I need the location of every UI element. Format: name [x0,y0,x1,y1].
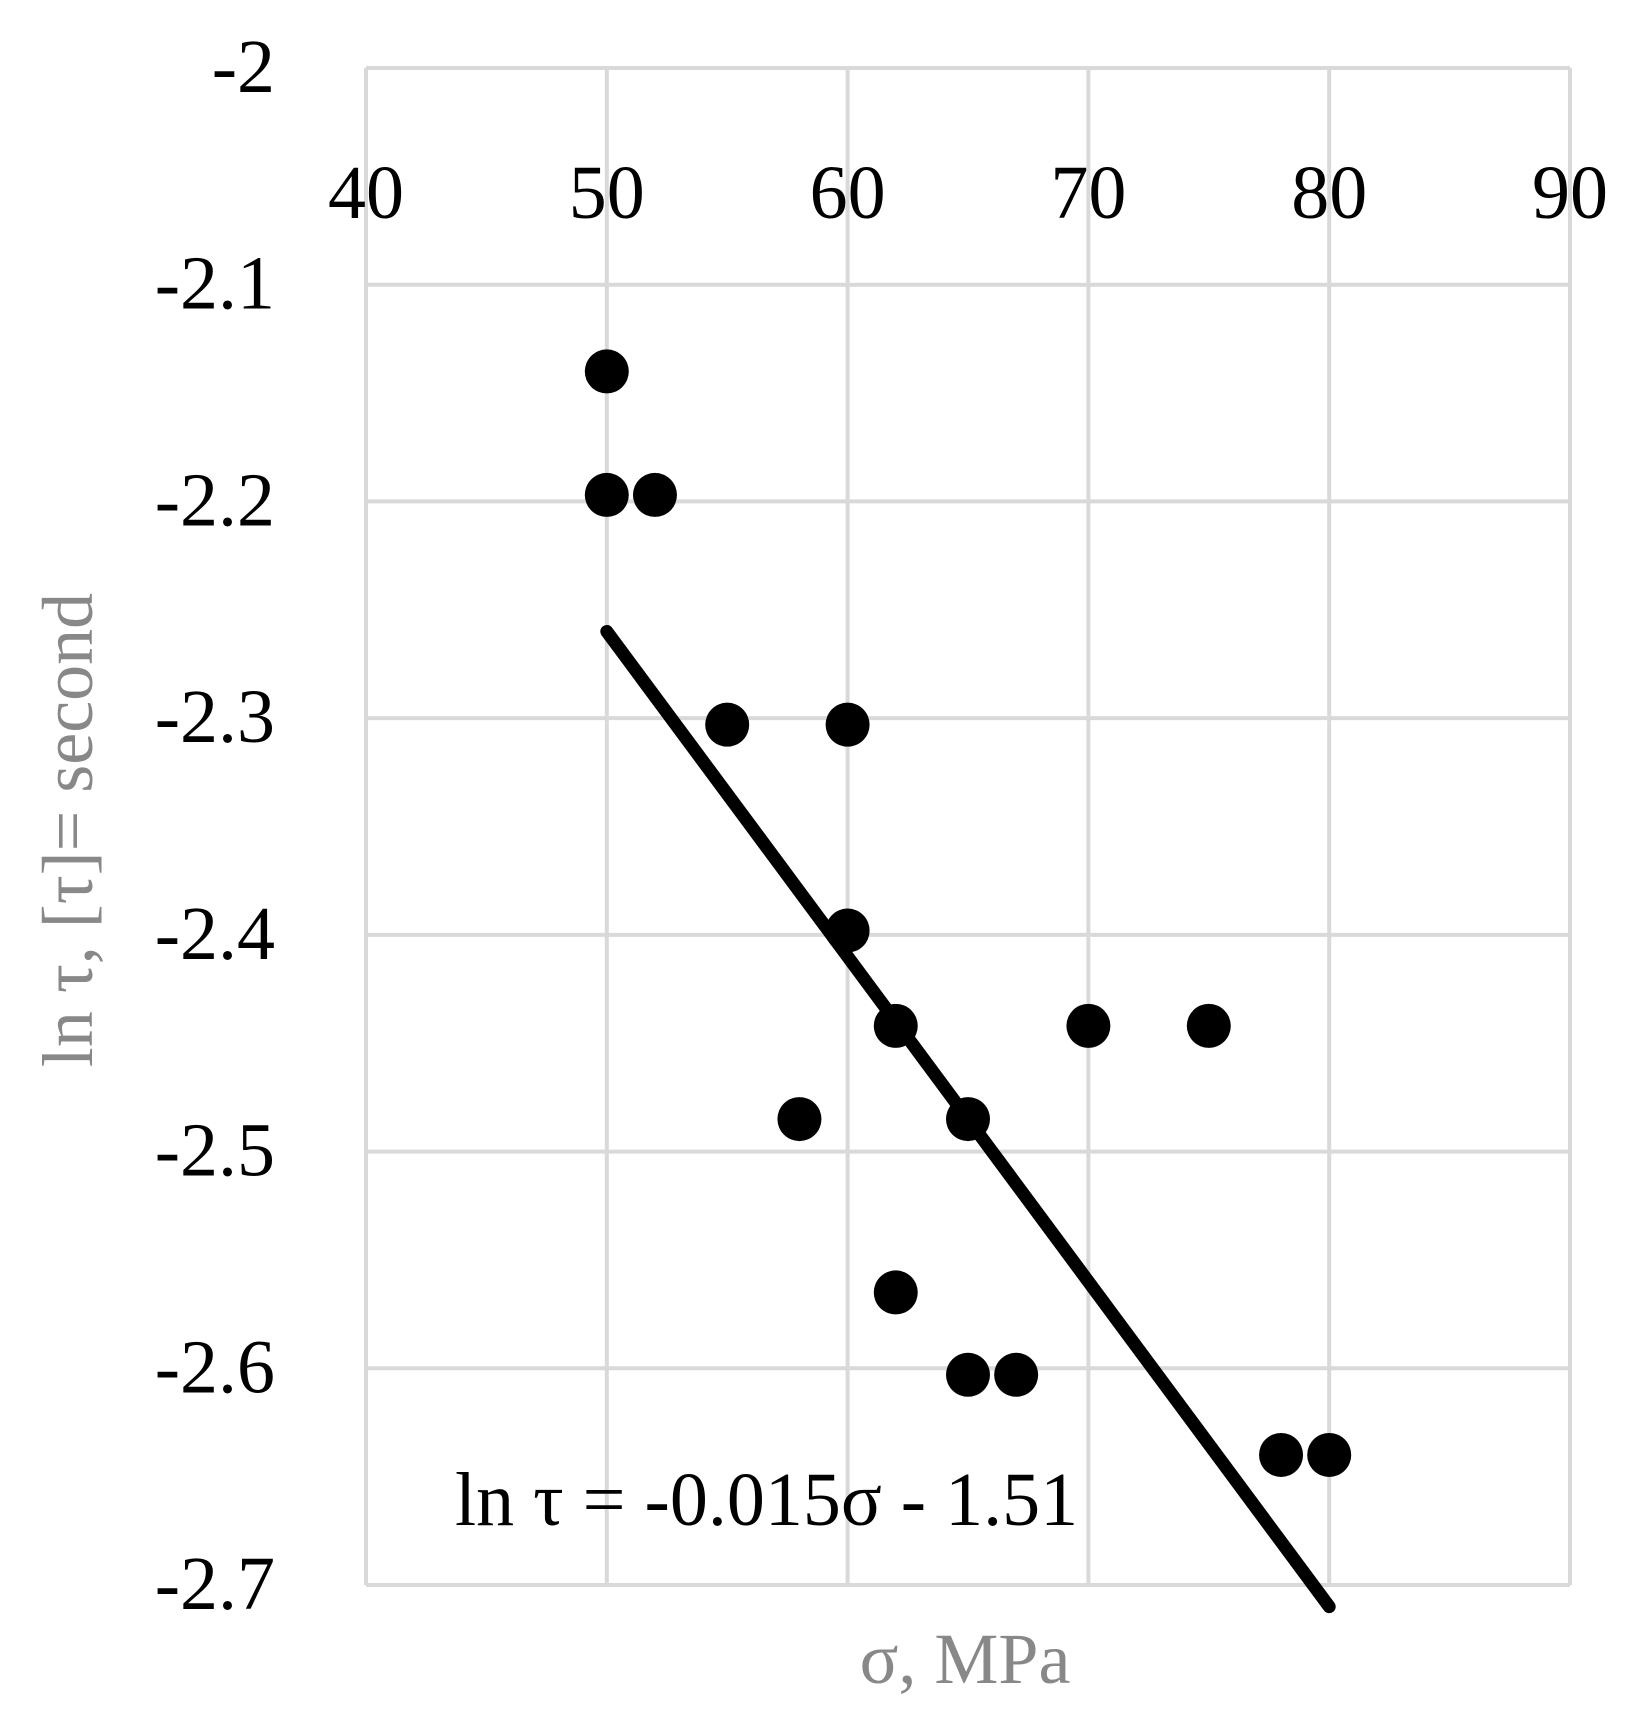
x-tick-label: 40 [328,151,404,235]
data-points [584,349,1352,1477]
y-tick-label: -2 [212,25,275,109]
data-point [825,908,870,953]
data-point [1259,1432,1304,1477]
data-point [584,472,629,517]
trendline-equation: ln τ = -0.015σ - 1.51 [455,1458,1078,1542]
x-axis-title: σ, MPa [860,1619,1071,1699]
data-point [632,472,677,517]
data-point [825,702,870,747]
data-point [1066,1003,1111,1048]
x-tick-label: 80 [1291,151,1367,235]
y-tick-label: -2.4 [155,892,275,976]
y-tick-label: -2.6 [155,1325,275,1409]
data-point [873,1003,918,1048]
y-axis-title: ln τ, [τ]= second [28,593,108,1067]
y-tick-label: -2.1 [155,242,275,326]
x-tick-label: 50 [569,151,645,235]
x-tick-label: 90 [1532,151,1608,235]
x-tick-label: 60 [810,151,886,235]
data-point [705,702,750,747]
y-tick-labels: -2 -2.1 -2.2 -2.3 -2.4 -2.5 -2.6 -2.7 [155,25,275,1626]
data-point [994,1352,1039,1397]
data-point [946,1352,990,1397]
y-tick-label: -2.2 [155,458,275,542]
x-tick-labels: 40 50 60 70 80 90 [328,151,1608,235]
y-tick-label: -2.7 [155,1542,275,1626]
data-point [1186,1003,1231,1048]
data-point [873,1270,918,1315]
data-point [1307,1432,1352,1477]
y-tick-label: -2.3 [155,675,275,759]
data-point [777,1097,822,1142]
y-tick-label: -2.5 [155,1109,275,1193]
data-point [946,1097,990,1142]
data-point [584,349,629,394]
x-tick-label: 70 [1050,151,1126,235]
